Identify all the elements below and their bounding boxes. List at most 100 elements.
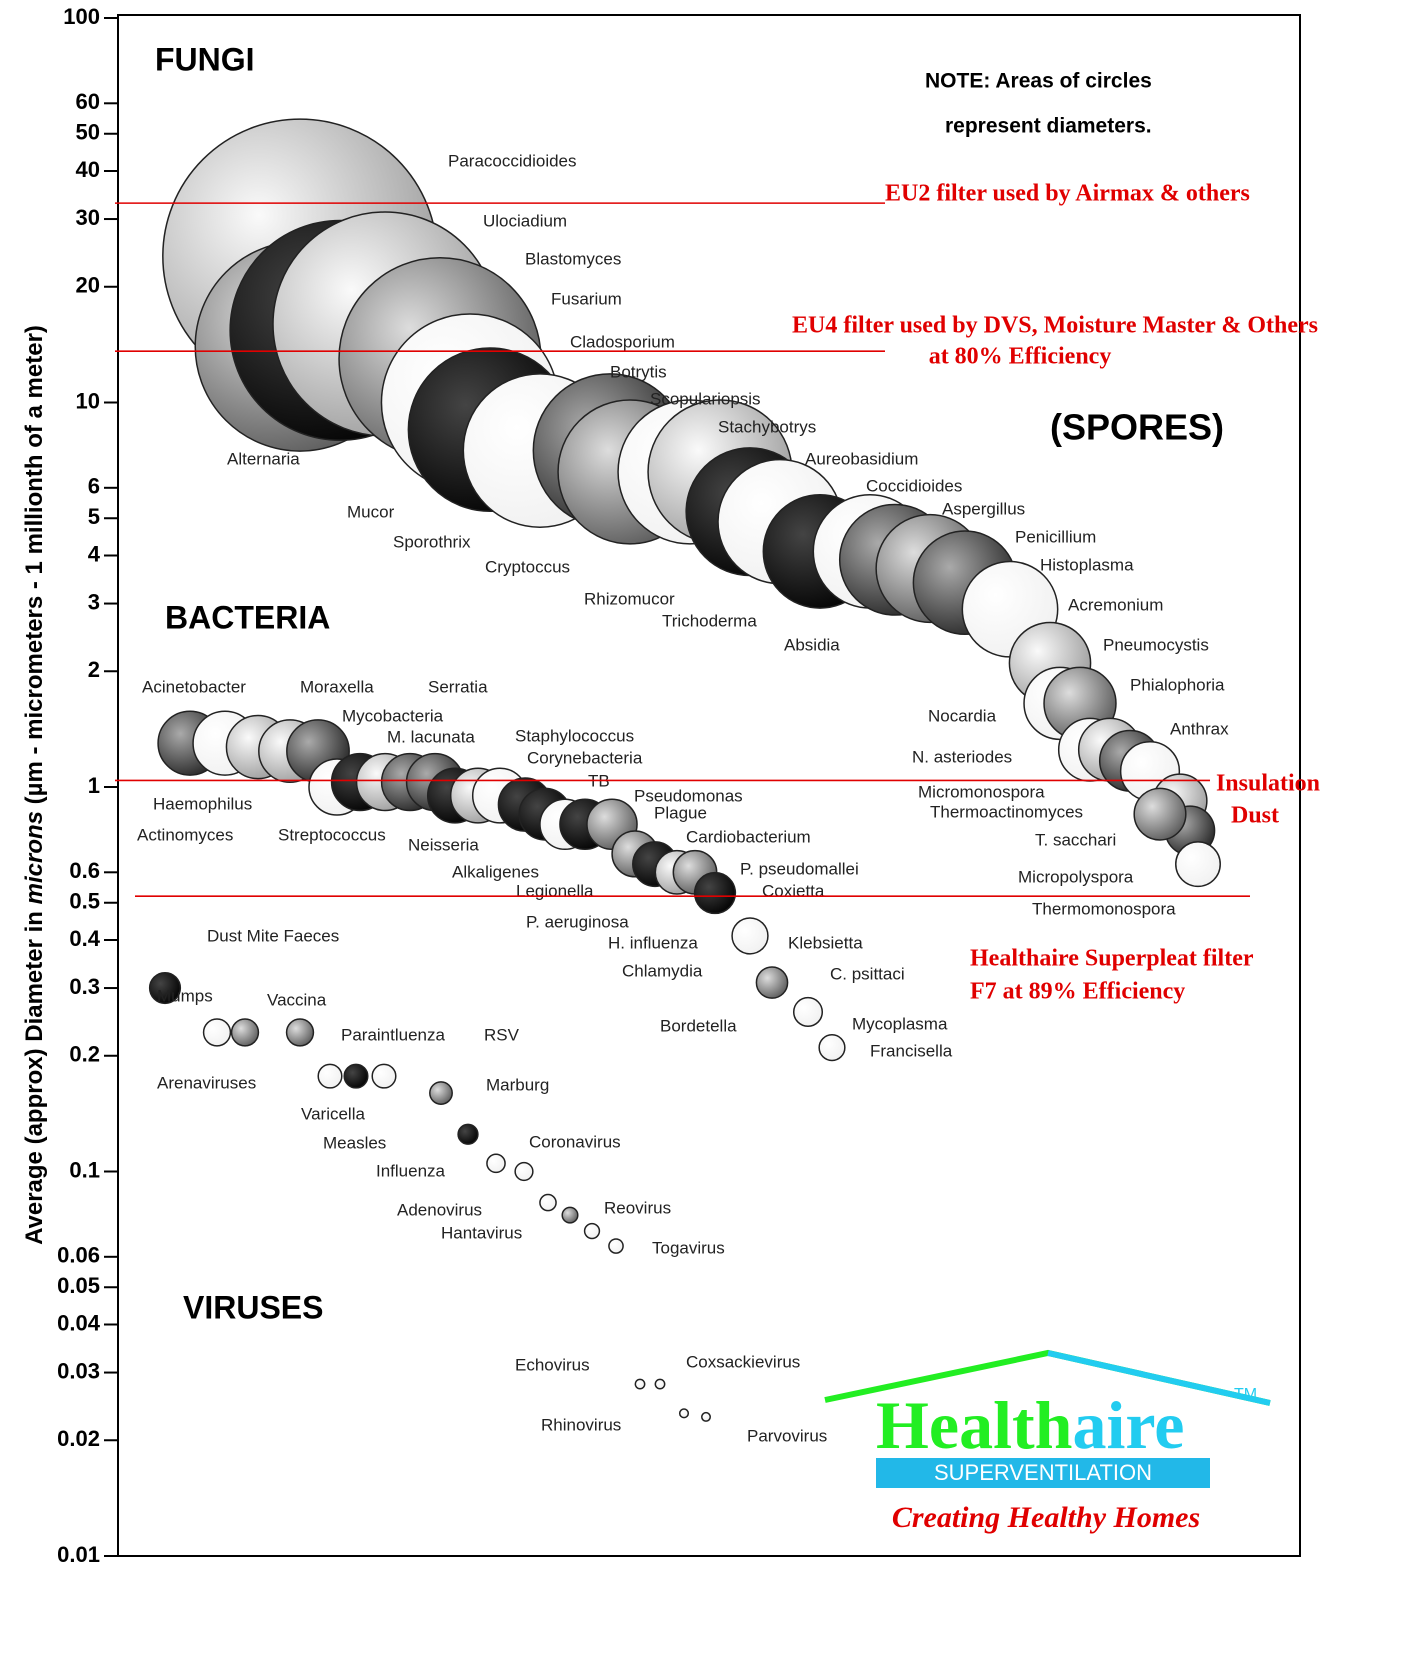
y-tick-label: 0.04 <box>57 1310 101 1335</box>
bubble-label: T. sacchari <box>1035 830 1116 849</box>
bubble-label: Paraintluenza <box>341 1025 446 1044</box>
bubble-label: Klebsietta <box>788 933 863 952</box>
y-tick-label: 4 <box>88 541 101 566</box>
y-tick-label: 0.5 <box>69 889 100 914</box>
bubble-label: Coccidioides <box>866 476 962 495</box>
bubble <box>230 1018 260 1047</box>
y-tick-label: 60 <box>76 89 100 114</box>
bubble <box>371 1063 397 1089</box>
y-label-part: (µm - micrometers - 1 millionth of a met… <box>21 325 48 811</box>
y-tick-label: 6 <box>88 474 100 499</box>
filter-label: Dust <box>1231 803 1279 829</box>
bubble-label: Fusarium <box>551 289 622 308</box>
y-tick-label: 2 <box>88 657 100 682</box>
bubble <box>693 871 737 915</box>
logo-brand-2: aire <box>1072 1387 1184 1463</box>
bubble-label: Vaccina <box>267 990 327 1009</box>
bubble <box>457 1123 479 1145</box>
bubble-label: C. psittaci <box>830 964 905 983</box>
logo-slogan: Creating Healthy Homes <box>892 1501 1200 1534</box>
bubble-label: Actinomyces <box>137 825 233 844</box>
note: NOTE: Areas of circles <box>925 70 1152 93</box>
group-label: FUNGI <box>155 41 255 77</box>
y-tick-label: 0.02 <box>57 1426 100 1451</box>
bubble-label: Influenza <box>376 1161 446 1180</box>
bubble-label: Togavirus <box>652 1238 725 1257</box>
bubble-label: Adenovirus <box>397 1200 482 1219</box>
logo-box <box>876 1458 1210 1488</box>
logo-roof <box>1047 1350 1271 1406</box>
bubble-label: Measles <box>323 1133 386 1152</box>
bubble-label: Penicillium <box>1015 527 1096 546</box>
filter-label: EU2 filter used by Airmax & others <box>885 181 1250 207</box>
bubble-label: Absidia <box>784 635 840 654</box>
y-tick-label: 0.05 <box>57 1273 100 1298</box>
y-tick-label: 0.01 <box>57 1542 100 1567</box>
bubble-label: Aspergillus <box>942 499 1025 518</box>
bubble-label: Micromonospora <box>918 782 1045 801</box>
bubble-label: P. pseudomallei <box>740 859 859 878</box>
bubble-label: Serratia <box>428 677 488 696</box>
bubble-label: Pseudomonas <box>634 786 743 805</box>
filter-label: at 80% Efficiency <box>929 344 1112 370</box>
bubble <box>514 1161 534 1182</box>
y-axis-label: Average (approx) Diameter in microns (µm… <box>21 325 48 1245</box>
y-tick-label: 50 <box>76 120 100 145</box>
bubble <box>608 1238 624 1254</box>
bubble <box>202 1018 232 1047</box>
y-tick-label: 0.03 <box>57 1358 100 1383</box>
bubble-label: Staphylococcus <box>515 726 634 745</box>
bubble-label: Bordetella <box>660 1016 737 1035</box>
bubble-label: Mucor <box>347 502 395 521</box>
bubble-label: Cardiobacterium <box>686 827 811 846</box>
bubble-label: Mycoplasma <box>852 1014 948 1033</box>
bubble-label: Reovirus <box>604 1198 671 1217</box>
bubble-label: Coronavirus <box>529 1132 621 1151</box>
bubble-label: Phialophoria <box>1130 675 1225 694</box>
bubble-label: Acremonium <box>1068 595 1163 614</box>
bubble <box>343 1063 369 1089</box>
spores-label: (SPORES) <box>1050 407 1224 448</box>
bubble <box>1175 841 1221 888</box>
bubble-label: Varicella <box>301 1104 365 1123</box>
bubble <box>634 1378 646 1390</box>
bubble-label: Marburg <box>486 1075 549 1094</box>
bubble-label: Dust Mite Faeces <box>207 926 339 945</box>
bubble-label: Corynebacteria <box>527 748 643 767</box>
plot-frame <box>117 14 1301 1557</box>
bubble-label: Thermomonospora <box>1032 899 1176 918</box>
bubble-label: Coxietta <box>762 881 825 900</box>
y-tick-label: 0.4 <box>69 926 100 951</box>
bubble-label: P. aeruginosa <box>526 912 629 931</box>
bubble-label: Thermoactinomyces <box>930 802 1083 821</box>
logo-tm: TM <box>1234 1386 1257 1403</box>
bubble <box>731 917 769 955</box>
bubble-label: Chlamydia <box>622 961 703 980</box>
logo-brand: Healthaire <box>876 1387 1184 1463</box>
bubble-label: Francisella <box>870 1041 953 1060</box>
note: represent diameters. <box>945 115 1152 138</box>
bubble-label: Alkaligenes <box>452 862 539 881</box>
bubble-label: Alternaria <box>227 449 300 468</box>
bubble-label: Scopulariopsis <box>650 389 761 408</box>
bubble-label: RSV <box>484 1025 520 1044</box>
bubble <box>701 1411 711 1422</box>
bubble-label: Legionella <box>516 881 594 900</box>
bubble-label: Mumps <box>157 986 213 1005</box>
y-tick-label: 0.3 <box>69 974 100 999</box>
y-tick-label: 0.6 <box>69 858 100 883</box>
bubble-label: Streptococcus <box>278 825 386 844</box>
bubble-label: Sporothrix <box>393 532 471 551</box>
bubble-label: Moraxella <box>300 677 374 696</box>
y-label-part: microns <box>21 811 48 904</box>
logo-tagline: SUPERVENTILATION <box>934 1460 1152 1485</box>
y-tick-label: 10 <box>76 388 100 413</box>
y-tick-label: 3 <box>88 589 100 614</box>
filter-label: Insulation <box>1216 771 1320 797</box>
bubble-label: Echovirus <box>515 1355 590 1374</box>
y-tick-label: 20 <box>76 273 100 298</box>
bubble-label: M. lacunata <box>387 727 475 746</box>
logo: Healthaire TM SUPERVENTILATION Creating … <box>824 1349 1271 1534</box>
bubble-label: Cryptoccus <box>485 557 570 576</box>
bubble <box>1133 787 1187 841</box>
